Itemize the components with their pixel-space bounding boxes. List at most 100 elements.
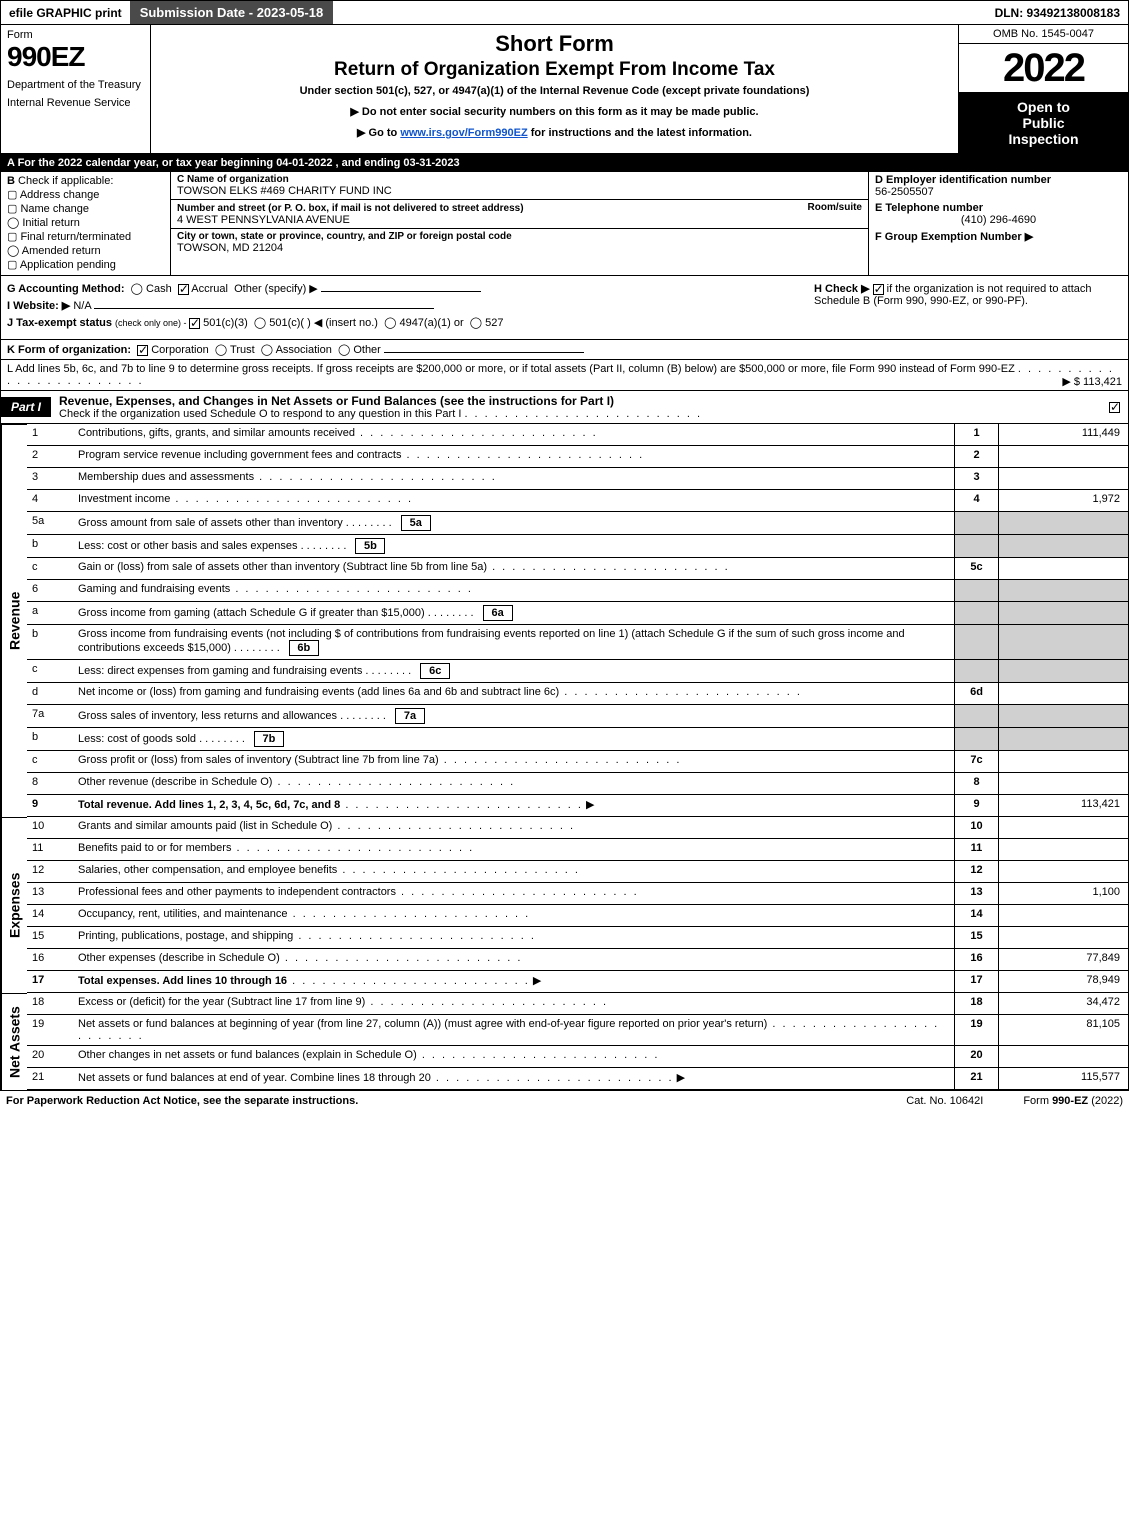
net-assets-table: Net Assets 18Excess or (deficit) for the… [0,993,1129,1090]
line-amount [998,602,1128,625]
line-k: K Form of organization: Corporation Trus… [0,340,1129,360]
e-phone-value: (410) 296-4690 [875,214,1122,226]
line-number: c [27,558,73,580]
form-number: 990EZ [7,41,144,73]
chk-address-change[interactable]: Address change [7,188,164,201]
efile-label[interactable]: efile GRAPHIC print [1,3,130,23]
line-amount: 1,972 [998,490,1128,512]
part1-check-container [1101,398,1128,416]
k-other-radio[interactable] [338,344,353,356]
line-number: 16 [27,949,73,971]
line-amount [998,625,1128,660]
line-description: Less: cost of goods sold . . . . . . . .… [73,728,954,751]
irs-link[interactable]: www.irs.gov/Form990EZ [400,127,527,139]
footer-paperwork: For Paperwork Reduction Act Notice, see … [6,1095,358,1107]
k-corp-check[interactable] [137,345,148,356]
chk-amended-return[interactable]: Amended return [7,245,101,257]
note-goto: ▶ Go to www.irs.gov/Form990EZ for instru… [159,126,950,139]
g-other-input[interactable] [321,291,481,292]
k-other-line [384,352,584,353]
line-amount [998,660,1128,683]
line-number: d [27,683,73,705]
inset-box: 5b [355,538,385,554]
line-amount: 115,577 [998,1068,1128,1090]
i-value: N/A [73,300,91,312]
line-l: L Add lines 5b, 6c, and 7b to line 9 to … [0,360,1129,391]
e-phone-block: E Telephone number (410) 296-4690 [869,200,1128,228]
part1-schedule-o-check[interactable] [1109,402,1120,413]
h-label: H Check ▶ [814,283,873,295]
org-address: 4 WEST PENNSYLVANIA AVENUE [177,214,862,226]
inset-box: 6b [289,640,319,656]
line-col-number [954,705,998,728]
k-trust-radio[interactable] [215,344,230,356]
header-center: Short Form Return of Organization Exempt… [151,25,958,153]
k-corporation: Corporation [151,344,208,356]
expenses-table: Expenses 10Grants and similar amounts pa… [0,817,1129,993]
g-accounting: G Accounting Method: Cash Accrual Other … [7,282,802,295]
g-accrual-check[interactable] [178,284,189,295]
line-description: Other expenses (describe in Schedule O) [73,949,954,971]
line-col-number: 7c [954,751,998,773]
line-amount: 113,421 [998,795,1128,817]
line-number: 13 [27,883,73,905]
chk-initial-return[interactable]: Initial return [7,217,80,229]
j-527: 527 [485,317,503,329]
line-amount [998,839,1128,861]
line-a-period: A For the 2022 calendar year, or tax yea… [0,154,1129,172]
chk-application-pending[interactable]: Application pending [7,258,164,271]
j-501c: 501(c)( ) ◀ (insert no.) [269,317,378,329]
l-text: L Add lines 5b, 6c, and 7b to line 9 to … [7,363,1015,375]
c-room-label: Room/suite [808,202,862,213]
part1-header: Part I Revenue, Expenses, and Changes in… [0,391,1129,424]
page-footer: For Paperwork Reduction Act Notice, see … [0,1090,1129,1111]
line-col-number [954,580,998,602]
line-amount [998,512,1128,535]
line-description: Less: cost or other basis and sales expe… [73,535,954,558]
line-col-number: 2 [954,446,998,468]
j-501c-radio[interactable] [254,317,269,329]
line-col-number: 9 [954,795,998,817]
c-name-label: C Name of organization [177,174,862,185]
open-line2: Public [963,115,1124,131]
line-number: b [27,625,73,660]
h-check[interactable] [873,284,884,295]
g-cash-radio[interactable] [131,283,146,295]
k-assoc-radio[interactable] [261,344,276,356]
org-city: TOWSON, MD 21204 [177,242,862,254]
chk-final-return[interactable]: Final return/terminated [7,230,164,243]
j-501c3-check[interactable] [189,318,200,329]
line-col-number: 13 [954,883,998,905]
line-number: 11 [27,839,73,861]
line-number: 2 [27,446,73,468]
line-amount [998,817,1128,839]
goto-prefix: ▶ Go to [357,127,400,139]
header-left: Form 990EZ Department of the Treasury In… [1,25,151,153]
line-number: 18 [27,993,73,1015]
k-other: Other [353,344,381,356]
line-amount [998,905,1128,927]
org-name: TOWSON ELKS #469 CHARITY FUND INC [177,185,862,197]
line-amount [998,1046,1128,1068]
revenue-table: Revenue 1Contributions, gifts, grants, a… [0,424,1129,817]
part1-tab: Part I [1,397,51,417]
line-amount [998,580,1128,602]
g-cash-label: Cash [146,283,172,295]
l-amount: ▶ $ 113,421 [1062,375,1122,388]
j-4947-radio[interactable] [384,317,399,329]
chk-name-change[interactable]: Name change [7,202,164,215]
top-bar: efile GRAPHIC print Submission Date - 20… [0,0,1129,25]
c-city-block: City or town, state or province, country… [171,229,868,256]
line-description: Gaming and fundraising events [73,580,954,602]
line-number: 17 [27,971,73,993]
c-name-block: C Name of organization TOWSON ELKS #469 … [171,172,868,200]
revenue-sidelabel: Revenue [1,424,27,817]
line-col-number: 16 [954,949,998,971]
line-amount: 81,105 [998,1015,1128,1046]
footer-catno: Cat. No. 10642I [906,1095,983,1107]
line-amount [998,535,1128,558]
b-hint: Check if applicable: [18,175,113,187]
line-description: Investment income [73,490,954,512]
j-527-radio[interactable] [470,317,485,329]
line-number: 20 [27,1046,73,1068]
